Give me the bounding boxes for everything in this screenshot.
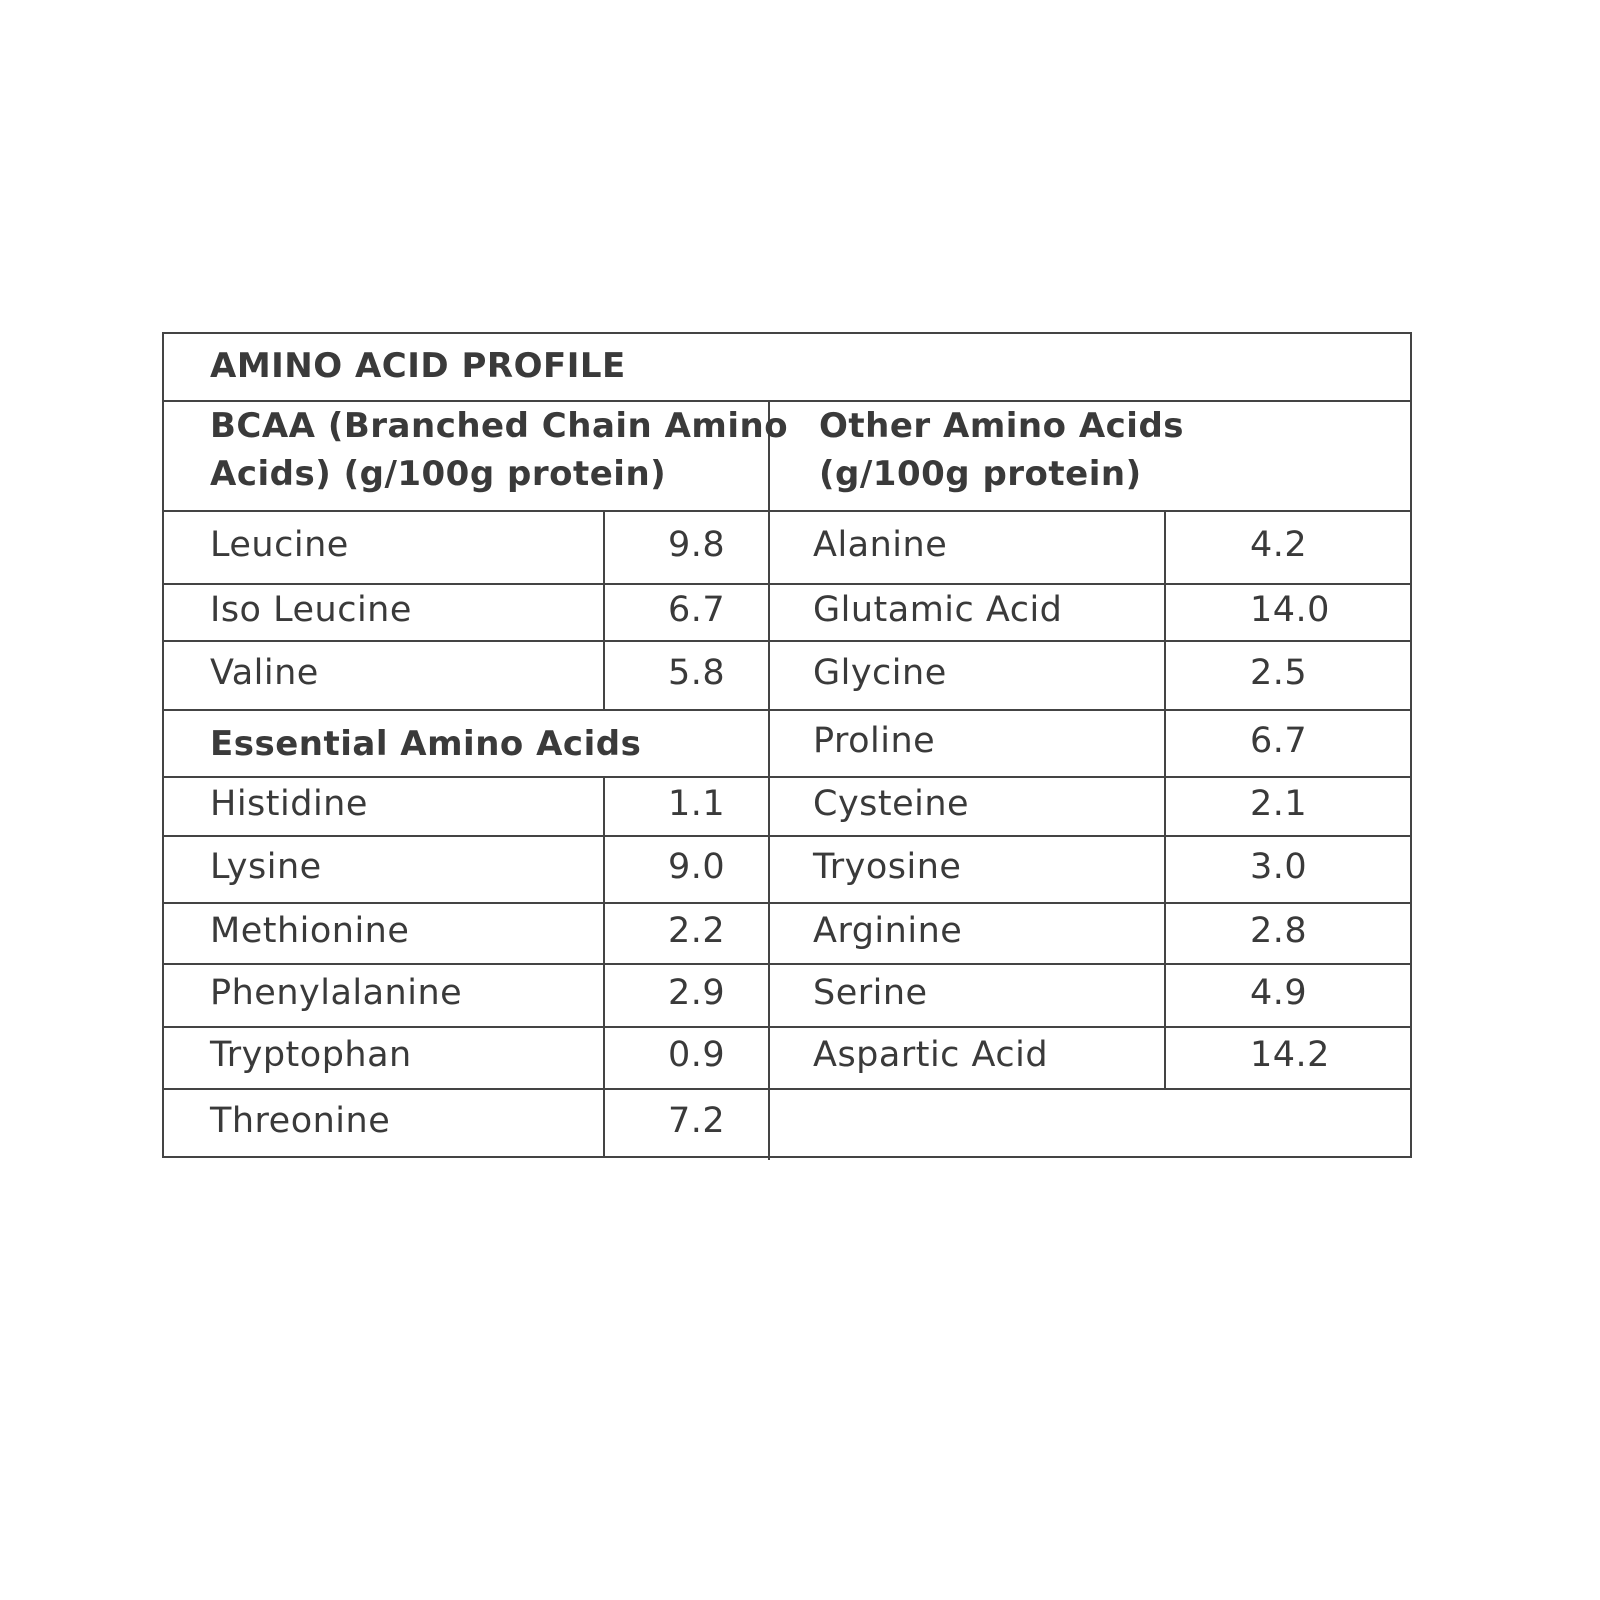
amino-acid-name: Glutamic Acid [813,589,1063,630]
amino-acid-name: Iso Leucine [210,589,412,630]
row-divider [162,1088,1412,1090]
bcaa-header-line1: BCAA (Branched Chain Amino [210,406,789,446]
amino-acid-name: Histidine [210,783,368,824]
row-divider [162,1026,1412,1028]
amino-acid-value: 5.8 [668,652,726,693]
amino-acid-value: 2.9 [668,972,726,1013]
amino-acid-name: Serine [813,972,928,1013]
row-divider [162,902,1412,904]
amino-acid-value: 2.1 [1250,783,1308,824]
amino-acid-value: 4.2 [1250,524,1308,565]
amino-acid-name: Leucine [210,524,349,565]
amino-acid-name: Tryosine [813,846,962,887]
amino-acid-value: 1.1 [668,783,726,824]
amino-acid-name: Arginine [813,910,963,951]
amino-acid-name: Proline [813,720,936,761]
amino-acid-name: Lysine [210,846,322,887]
row-divider [162,776,1412,778]
amino-acid-value: 3.0 [1250,846,1308,887]
column-divider [768,400,770,1160]
amino-acid-name: Methionine [210,910,410,951]
row-divider [162,640,1412,642]
row-divider [162,835,1412,837]
amino-acid-name: Cysteine [813,783,970,824]
amino-acid-value: 9.8 [668,524,726,565]
other-header-line1: Other Amino Acids [819,406,1185,446]
amino-acid-value: 2.5 [1250,652,1308,693]
amino-acid-value: 2.2 [668,910,726,951]
amino-acid-name: Glycine [813,652,947,693]
essential-header: Essential Amino Acids [210,724,642,764]
amino-acid-name: Phenylalanine [210,972,463,1013]
amino-acid-value: 2.8 [1250,910,1308,951]
value-divider [1164,510,1166,1088]
other-header-line2: (g/100g protein) [819,454,1142,494]
amino-acid-value: 6.7 [668,589,726,630]
amino-acid-value: 9.0 [668,846,726,887]
amino-acid-name: Aspartic Acid [813,1035,1049,1075]
value-divider [603,510,605,709]
row-divider [162,583,1412,585]
amino-acid-name: Tryptophan [210,1035,412,1075]
row-divider [162,400,1412,402]
table-title: AMINO ACID PROFILE [210,346,626,386]
amino-acid-table [162,332,1412,1158]
amino-acid-value: 4.9 [1250,972,1308,1013]
bcaa-header-line2: Acids) (g/100g protein) [210,454,667,494]
row-divider [162,510,1412,512]
amino-acid-value: 7.2 [668,1101,726,1141]
amino-acid-value: 6.7 [1250,720,1308,761]
amino-acid-value: 14.2 [1250,1035,1330,1075]
amino-acid-value: 0.9 [668,1035,726,1075]
amino-acid-name: Threonine [210,1101,391,1141]
row-divider [162,963,1412,965]
amino-acid-value: 14.0 [1250,589,1330,630]
value-divider [603,776,605,1158]
amino-acid-name: Valine [210,652,319,693]
amino-acid-name: Alanine [813,524,948,565]
row-divider [162,709,1412,711]
